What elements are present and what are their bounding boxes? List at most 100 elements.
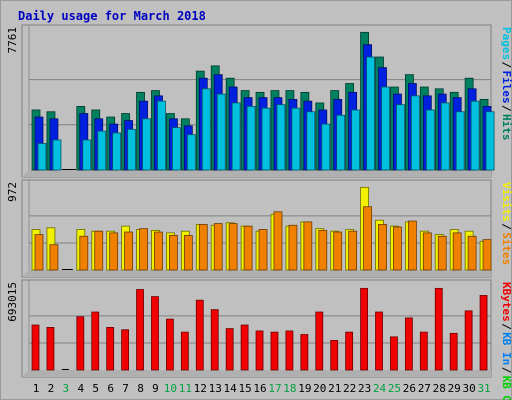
bar-pages <box>336 114 346 171</box>
x-tick-label: 8 <box>137 382 144 395</box>
bar-sites <box>303 221 313 271</box>
bar-kbytes <box>240 324 249 371</box>
bar-pages <box>82 139 92 171</box>
bar-sites <box>318 229 328 271</box>
panel-max-label: 7761 <box>6 27 19 54</box>
bar-kbytes <box>180 331 189 371</box>
legend-label: Files <box>500 71 512 104</box>
x-tick-label: 16 <box>253 382 266 395</box>
bar-kbytes <box>76 316 85 371</box>
x-tick-label: 2 <box>48 382 55 395</box>
x-tick-label: 5 <box>92 382 99 395</box>
bar-kbytes <box>151 296 159 371</box>
bar-kbytes <box>345 331 354 371</box>
bar-sites <box>79 235 89 271</box>
bar-kbytes <box>330 340 339 371</box>
bar-sites <box>124 231 134 271</box>
bar-sites <box>452 232 462 271</box>
x-tick-label: 30 <box>463 382 476 395</box>
bar-sites <box>393 226 402 271</box>
bar-kbytes <box>285 330 294 371</box>
x-tick-label: 7 <box>122 382 129 395</box>
x-tick-label: 20 <box>313 382 326 395</box>
bar-pages <box>67 169 76 170</box>
bar-kbytes <box>195 299 204 371</box>
bar-sites <box>139 228 148 271</box>
bar-kbytes <box>464 310 473 371</box>
bar-kbytes <box>434 287 443 371</box>
x-tick-label: 17 <box>268 382 281 395</box>
bar-pages <box>351 109 361 171</box>
bar-kbytes <box>91 311 100 371</box>
bar-pages <box>172 127 181 171</box>
bar-sites <box>378 224 387 271</box>
bar-kbytes <box>61 369 69 370</box>
legend-label: KB In <box>500 332 512 365</box>
bar-pages <box>381 86 390 171</box>
bar-pages <box>321 123 331 171</box>
bar-kbytes <box>390 336 398 371</box>
panel-legend: KBytes/KB In/KB Out <box>500 282 512 400</box>
bar-pages <box>231 102 241 171</box>
x-tick-label: 3 <box>63 382 70 395</box>
legend-separator: / <box>500 62 512 69</box>
bar-sites <box>154 231 163 271</box>
x-tick-label: 12 <box>194 382 207 395</box>
bar-sites <box>273 211 283 271</box>
bar-sites <box>213 223 223 271</box>
bar-pages <box>306 111 316 171</box>
x-tick-label: 10 <box>164 382 177 395</box>
panel-visits: 972 Visits/ Sites <box>6 179 512 278</box>
bar-kbytes <box>360 287 368 371</box>
legend-label: KB Out <box>500 376 512 400</box>
legend-separator: / <box>500 323 512 330</box>
bar-pages <box>291 107 301 171</box>
bar-sites <box>288 224 298 271</box>
bar-kbytes <box>419 331 428 371</box>
bar-sites <box>348 230 358 271</box>
bar-sites <box>169 235 178 271</box>
bar-kbytes <box>375 311 383 371</box>
bar-pages <box>157 100 166 171</box>
bar-pages <box>216 93 226 171</box>
bar-pages <box>366 56 375 171</box>
x-tick-label: 21 <box>328 382 341 395</box>
legend-label: Hits <box>500 114 512 141</box>
x-tick-label: 18 <box>283 382 296 395</box>
bar-sites <box>482 239 492 271</box>
bar-sites <box>34 234 44 271</box>
legend-label: Sites <box>500 232 512 265</box>
panel-kbytes: 693015 KBytes/KB In/KB Out <box>6 279 512 400</box>
bar-kbytes <box>255 330 264 371</box>
bar-kbytes <box>404 317 413 371</box>
bar-kbytes <box>300 334 309 371</box>
panel-legend: Pages/Files/Hits <box>500 27 512 141</box>
legend-separator: / <box>500 105 512 112</box>
bar-kbytes <box>106 327 115 371</box>
bar-kbytes <box>31 324 40 371</box>
x-tick-label: 22 <box>343 382 356 395</box>
bar-sites <box>407 220 417 271</box>
bar-pages <box>410 95 420 171</box>
x-tick-label: 14 <box>224 382 238 395</box>
bar-kbytes <box>210 309 219 371</box>
x-tick-label: 23 <box>358 382 371 395</box>
x-tick-label: 11 <box>179 382 192 395</box>
x-tick-label: 26 <box>403 382 416 395</box>
bar-kbytes <box>449 332 458 371</box>
x-tick-label: 15 <box>238 382 251 395</box>
bar-sites <box>109 232 119 271</box>
bar-kbytes <box>46 327 55 371</box>
bar-pages <box>396 104 405 171</box>
bar-sites <box>198 224 208 271</box>
panel-legend: Visits/ Sites <box>500 182 512 265</box>
bar-sites <box>363 206 372 271</box>
x-tick-label: 19 <box>298 382 311 395</box>
panel-floor <box>22 270 491 277</box>
bar-sites <box>437 235 447 271</box>
bar-sites <box>422 232 432 271</box>
x-tick-label: 25 <box>388 382 401 395</box>
bar-kbytes <box>315 311 324 371</box>
bar-sites <box>228 223 238 271</box>
